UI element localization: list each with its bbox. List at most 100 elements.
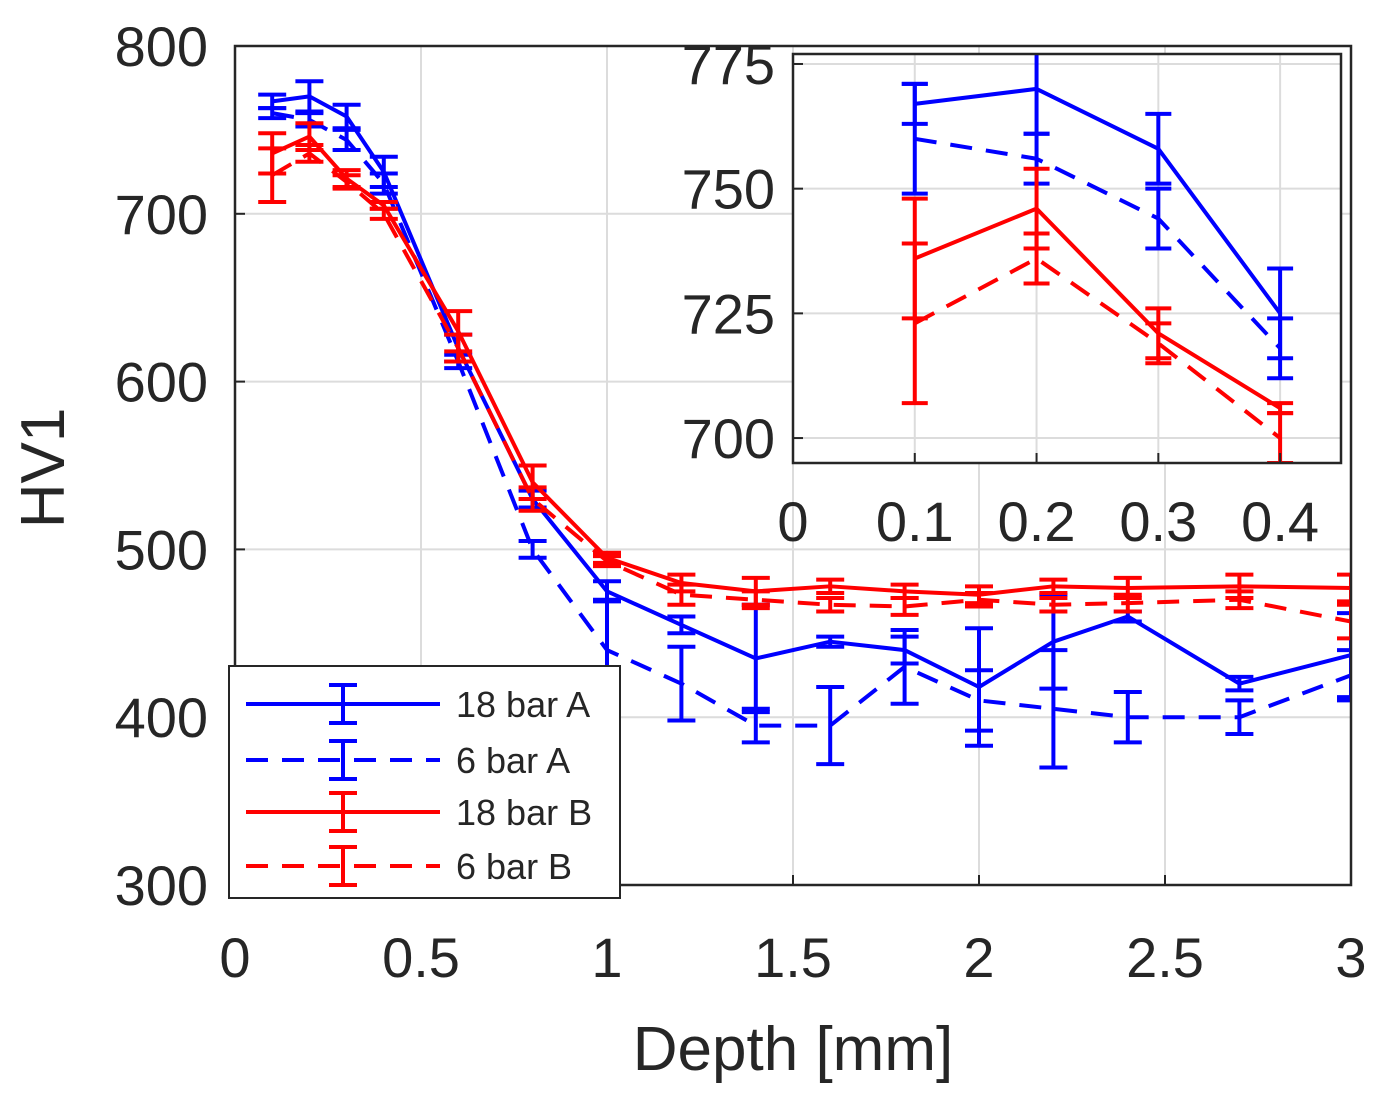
legend-label: 6 bar B: [456, 846, 572, 887]
inset-y-tick-labels: 700 725 750 775: [682, 33, 775, 470]
main-error-bar: [1337, 572, 1351, 604]
main-x-tick-label: 0: [219, 926, 250, 989]
x-axis-label: Depth [mm]: [633, 1015, 953, 1084]
legend: 18 bar A 6 bar A 18 bar B 6 bar B: [228, 665, 621, 899]
main-error-bar: [890, 596, 919, 617]
main-series-6-bar-a: [258, 106, 1351, 770]
y-axis-label: HV1: [9, 408, 78, 529]
main-error-bar: [1225, 674, 1254, 693]
main-error-bar: [816, 596, 845, 614]
main-error-bar: [518, 485, 547, 513]
main-error-bar: [741, 706, 770, 745]
inset-x-tick-labels: 0 0.1 0.2 0.3 0.4: [777, 490, 1319, 553]
main-frame-box: [233, 44, 1353, 887]
main-error-bar: [667, 614, 696, 636]
inset-series-line: [914, 206, 1282, 410]
inset-y-tick-label: 750: [682, 158, 775, 221]
inset-error-bar: [1267, 316, 1294, 381]
inset-x-tick-label: 0.1: [876, 490, 954, 553]
legend-entries: 18 bar A 6 bar A 18 bar B 6 bar B: [246, 683, 592, 887]
main-error-bar: [1225, 698, 1254, 736]
inset-series-line: [914, 136, 1282, 350]
main-error-bar: [593, 554, 621, 569]
main-y-tick-label: 300: [115, 854, 208, 917]
main-y-tick-label: 400: [115, 686, 208, 749]
inset-error-bar: [1145, 111, 1172, 186]
main-y-tick-label: 800: [115, 15, 208, 78]
main-error-bar: [1337, 602, 1351, 641]
inset-x-tick-label: 0: [777, 490, 808, 553]
inset-y-tick-label: 775: [682, 33, 775, 96]
main-series-6-bar-b: [258, 143, 1351, 641]
inset-x-tick-label: 0.4: [1241, 490, 1319, 553]
main-error-bar: [816, 634, 845, 649]
legend-entry: 6 bar B: [246, 845, 572, 887]
inset-series-6-bar-a: [901, 81, 1294, 381]
inset-series-line: [914, 86, 1282, 315]
main-error-bar: [816, 684, 845, 767]
inset-error-bar: [1023, 231, 1050, 286]
main-error-bar: [369, 206, 398, 221]
inset-error-bar: [1145, 186, 1172, 251]
main-y-tick-label: 700: [115, 183, 208, 246]
main-x-tick-labels: 0 0.5 1 1.5 2 2.5 3: [219, 926, 1366, 989]
main-error-bar: [1337, 611, 1351, 700]
main-error-bar: [444, 332, 473, 364]
inset-series-line: [913, 256, 1282, 440]
main-error-bar: [667, 582, 696, 607]
main-x-tick-label: 2: [963, 926, 994, 989]
main-y-tick-label: 600: [115, 351, 208, 414]
main-x-tick-label: 1: [591, 926, 622, 989]
inset-error-bar: [901, 241, 928, 406]
main-error-bar: [965, 591, 993, 609]
inset-axes: 0 0.1 0.2 0.3 0.4 700 725 750 775: [682, 33, 1343, 553]
main-x-tick-label: 1.5: [754, 926, 832, 989]
inset-x-tick-label: 0.2: [998, 490, 1076, 553]
main-y-tick-label: 500: [115, 518, 208, 581]
inset-error-bar: [901, 81, 928, 196]
main-series-line: [271, 151, 1351, 624]
inset-y-tick-label: 725: [682, 282, 775, 345]
main-error-bar: [1039, 577, 1068, 596]
legend-entry: 18 bar A: [246, 683, 590, 725]
main-error-bar: [741, 589, 770, 611]
legend-entry: 6 bar A: [246, 739, 570, 781]
main-error-bar: [890, 627, 919, 706]
main-error-bar: [1039, 596, 1068, 614]
main-x-tick-label: 0.5: [382, 926, 460, 989]
inset-axes-frame: [791, 52, 1343, 465]
main-error-bar: [1039, 648, 1068, 770]
main-error-bar: [1113, 690, 1142, 745]
main-error-bar: [816, 577, 845, 596]
legend-entry: 18 bar B: [246, 791, 592, 833]
inset-series: [901, 54, 1294, 463]
main-error-bar: [1113, 592, 1142, 614]
inset-y-tick-label: 700: [682, 407, 775, 470]
main-series-line: [271, 94, 1351, 689]
main-series-line: [271, 134, 1351, 597]
main-error-bar: [332, 173, 361, 191]
main-error-bar: [518, 539, 547, 560]
main-y-tick-labels: 300 400 500 600 700 800: [115, 15, 208, 917]
legend-label: 18 bar A: [456, 684, 590, 725]
main-series-line: [271, 111, 1351, 728]
inset-x-tick-label: 0.3: [1119, 490, 1197, 553]
main-error-bar: [258, 106, 287, 121]
main-error-bar: [295, 143, 324, 164]
main-series: [258, 79, 1351, 770]
inset-plot-area: [793, 54, 1341, 463]
main-error-bar: [332, 127, 361, 153]
main-error-bar: [667, 644, 696, 723]
main-x-tick-label: 3: [1335, 926, 1366, 989]
legend-label: 6 bar A: [456, 740, 570, 781]
main-x-tick-label: 2.5: [1126, 926, 1204, 989]
inset-error-bar: [1145, 321, 1172, 366]
main-error-bar: [1225, 589, 1254, 611]
main-error-bar: [1337, 648, 1351, 703]
inset-frame-box: [791, 52, 1343, 465]
main-error-bar: [965, 668, 993, 733]
main-error-bar: [258, 146, 287, 205]
main-error-bar: [369, 171, 398, 196]
